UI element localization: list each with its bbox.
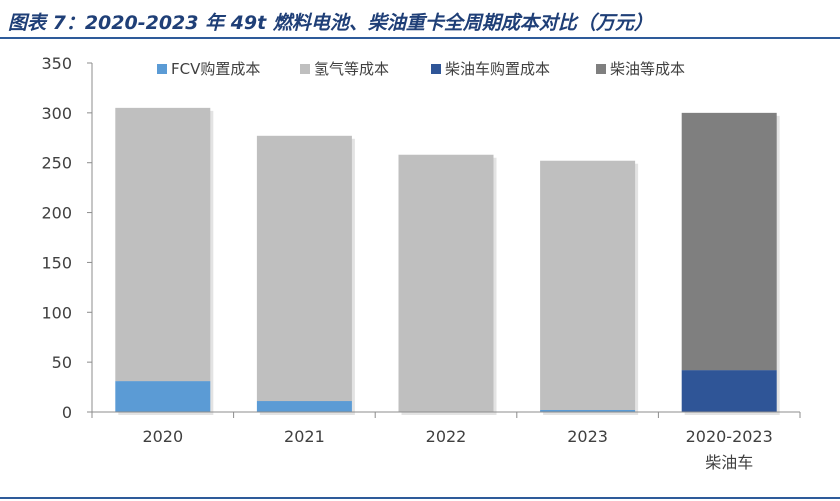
legend-label-2: 柴油车购置成本 [445,60,550,78]
legend-label-0: FCV购置成本 [171,60,260,78]
x-tick-label-2: 2022 [426,427,467,446]
bar-1-series-0 [256,401,352,412]
x-tick-label-3: 2023 [567,427,608,446]
y-axis: 0 50 100 150 200 250 300 350 [41,54,93,422]
y-tick-label-350: 350 [41,54,72,73]
bar-1-series-1 [256,135,352,402]
legend-swatch-3 [596,64,606,74]
x-tick-label-4-line-0: 2020-2023 [686,427,773,446]
bar-2-series-1 [398,154,494,413]
bar-4-series-2 [681,370,777,412]
figure-title: 图表 7：2020-2023 年 49t 燃料电池、柴油重卡全周期成本对比（万元… [8,12,653,34]
y-tick-label-250: 250 [41,154,72,173]
bar-0-series-0 [115,381,211,412]
y-tick-label-300: 300 [41,104,72,123]
y-tick-label-100: 100 [41,303,72,322]
chart-legend: FCV购置成本 氢气等成本 柴油车购置成本 柴油等成本 [157,60,685,78]
bottom-rule [0,497,840,499]
bar-0-series-1 [115,107,211,382]
bars [115,107,780,416]
bar-4-series-3 [681,112,777,371]
legend-label-1: 氢气等成本 [314,60,389,78]
x-axis: 2020 2021 2022 2023 2020-2023 柴油车 [91,411,801,472]
legend-swatch-1 [300,64,310,74]
y-tick-label-50: 50 [52,353,72,372]
x-tick-label-0: 2020 [142,427,183,446]
legend-swatch-2 [431,64,441,74]
bar-3-series-0 [540,410,636,412]
legend-swatch-0 [157,64,167,74]
y-tick-label-150: 150 [41,253,72,272]
x-tick-label-1: 2021 [284,427,325,446]
bar-3-series-1 [540,160,636,411]
y-tick-label-200: 200 [41,204,72,223]
x-tick-label-4-line-1: 柴油车 [705,453,753,472]
legend-label-3: 柴油等成本 [610,60,685,78]
title-underline [0,37,840,39]
y-tick-label-0: 0 [62,403,72,422]
